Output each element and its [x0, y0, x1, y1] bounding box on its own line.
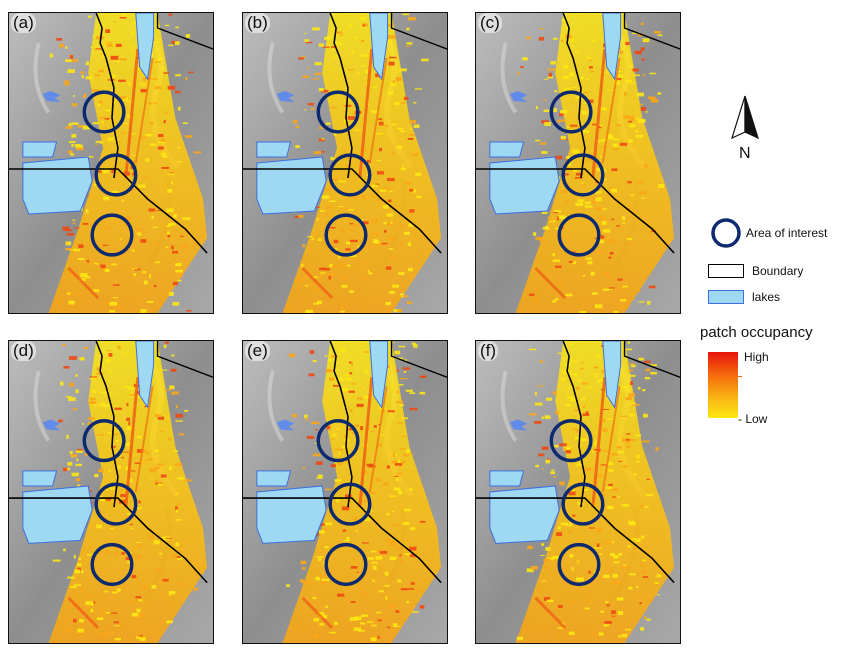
map-image — [243, 341, 447, 643]
panel-label: (d) — [11, 341, 36, 361]
north-arrow-icon: N — [731, 95, 759, 162]
boundary-swatch — [708, 264, 744, 278]
map-image — [476, 13, 680, 313]
panel-label: (c) — [478, 13, 502, 33]
occupancy-title: patch occupancy — [700, 324, 813, 341]
map-image — [243, 13, 447, 313]
north-label: N — [739, 145, 751, 162]
north-arrow: N — [725, 94, 765, 164]
map-image — [9, 13, 213, 313]
legend-label-boundary: Boundary — [752, 264, 804, 278]
legend-label-lakes: lakes — [752, 290, 781, 304]
legend-item-boundary: Boundary — [708, 262, 848, 282]
map-image — [476, 341, 680, 643]
lakes-swatch — [708, 290, 744, 304]
legend-item-area-of-interest: Area of interest — [708, 218, 848, 250]
panel-label: (e) — [245, 341, 270, 361]
occupancy-high-label: High — [744, 350, 769, 364]
map-panel: (e) — [242, 340, 448, 644]
panel-label: (a) — [11, 13, 36, 33]
panel-label: (b) — [245, 13, 270, 33]
legend-item-lakes: lakes — [708, 288, 848, 308]
legend-label-area-of-interest: Area of interest — [746, 226, 828, 240]
map-panel: (d) — [8, 340, 214, 644]
map-panel: (c) — [475, 12, 681, 314]
occupancy-mid-tick — [738, 376, 742, 377]
legend: N Area of interest Boundary lakes patch … — [700, 90, 845, 450]
map-panel: (f) — [475, 340, 681, 644]
map-panel: (a) — [8, 12, 214, 314]
map-panel: (b) — [242, 12, 448, 314]
map-image — [9, 341, 213, 643]
area-of-interest-icon — [711, 218, 741, 248]
occupancy-low-label: - Low — [738, 412, 768, 426]
panel-label: (f) — [478, 341, 499, 361]
occupancy-gradient — [708, 352, 738, 418]
